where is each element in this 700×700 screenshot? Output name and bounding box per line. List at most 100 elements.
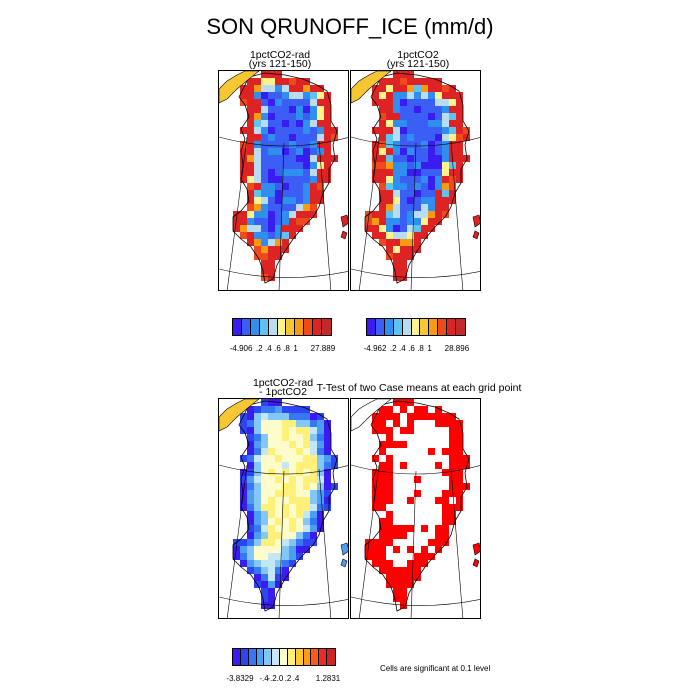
grid-cell <box>289 483 296 490</box>
grid-cell <box>268 518 275 525</box>
grid-cell <box>407 225 414 232</box>
grid-cell <box>324 420 331 427</box>
grid-cell <box>386 162 393 169</box>
grid-cell <box>449 85 456 92</box>
grid-cell <box>310 85 317 92</box>
grid-cell <box>386 246 393 253</box>
grid-cell <box>247 162 254 169</box>
grid-cell <box>275 490 282 497</box>
grid-cell <box>261 490 268 497</box>
grid-cell <box>261 560 268 567</box>
grid-cell <box>268 204 275 211</box>
grid-cell <box>296 176 303 183</box>
grid-cell <box>456 92 463 99</box>
grid-cell <box>282 448 289 455</box>
grid-cell <box>275 462 282 469</box>
grid-cell <box>289 99 296 106</box>
grid-cell <box>296 92 303 99</box>
grid-cell <box>414 99 421 106</box>
grid-cell <box>379 539 386 546</box>
colorbar-box <box>303 649 312 665</box>
grid-cell <box>296 427 303 434</box>
coastline <box>232 400 338 612</box>
grid-cell <box>379 490 386 497</box>
grid-cell <box>435 148 442 155</box>
grid-cell <box>254 232 261 239</box>
grid-cell <box>400 532 407 539</box>
grid-cell <box>310 120 317 127</box>
grid-cell <box>435 127 442 134</box>
grid-cell <box>282 525 289 532</box>
grid-cell <box>449 413 456 420</box>
grid-cell <box>310 483 317 490</box>
map-panel-case2 <box>350 70 481 291</box>
grid-cell <box>324 162 331 169</box>
grid-cell <box>379 525 386 532</box>
grid-cell <box>261 148 268 155</box>
grid-cell <box>393 99 400 106</box>
grid-cell <box>393 211 400 218</box>
grid-cell <box>282 504 289 511</box>
grid-cell <box>400 183 407 190</box>
grid-cell <box>393 239 400 246</box>
grid-cell <box>275 197 282 204</box>
grid-cell <box>386 155 393 162</box>
grid-cell <box>275 476 282 483</box>
grid-cell <box>303 476 310 483</box>
grid-cell <box>449 448 456 455</box>
grid-cell <box>317 176 324 183</box>
grid-cell <box>317 148 324 155</box>
grid-cell <box>379 469 386 476</box>
grid-cell <box>428 197 435 204</box>
grid-cell <box>289 225 296 232</box>
grid-cell <box>282 427 289 434</box>
grid-cell <box>435 462 442 469</box>
grid-cell <box>400 406 407 413</box>
grid-cell <box>379 106 386 113</box>
grid-cell <box>254 92 261 99</box>
grid-cell <box>400 92 407 99</box>
grid-cell <box>303 539 310 546</box>
grid-cell <box>393 246 400 253</box>
grid-cell <box>456 469 463 476</box>
grid-cell <box>379 553 386 560</box>
grid-cell <box>421 106 428 113</box>
grid-cell <box>289 427 296 434</box>
grid-cell <box>442 420 449 427</box>
grid-cell <box>449 455 456 462</box>
grid-cell <box>379 120 386 127</box>
grid-cell <box>407 106 414 113</box>
grid-cell <box>296 106 303 113</box>
grid-cell <box>282 469 289 476</box>
grid-cell <box>233 225 240 232</box>
grid-cell <box>303 455 310 462</box>
grid-cell <box>282 183 289 190</box>
grid-cell <box>254 162 261 169</box>
grid-cell <box>289 106 296 113</box>
grid-cell <box>400 127 407 134</box>
grid-cell <box>463 455 470 462</box>
grid-cell <box>407 197 414 204</box>
grid-cell <box>282 113 289 120</box>
grid-cell <box>317 85 324 92</box>
grid-cell <box>414 92 421 99</box>
grid-cell <box>442 525 449 532</box>
colorbar-box <box>280 649 288 665</box>
grid-cell <box>421 560 428 567</box>
grid-cell <box>449 434 456 441</box>
grid-cell <box>296 141 303 148</box>
grid-cell <box>282 127 289 134</box>
grid-cell <box>282 92 289 99</box>
grid-cell <box>421 225 428 232</box>
grid-cell <box>268 92 275 99</box>
graticule <box>351 136 480 290</box>
grid-cell <box>428 85 435 92</box>
grid-cell <box>414 567 421 574</box>
grid-cell <box>421 92 428 99</box>
grid-cell <box>421 113 428 120</box>
grid-cell <box>289 162 296 169</box>
grid-cell <box>435 539 442 546</box>
grid-cell <box>254 525 261 532</box>
grid-cell <box>435 106 442 113</box>
grid-cell <box>282 106 289 113</box>
